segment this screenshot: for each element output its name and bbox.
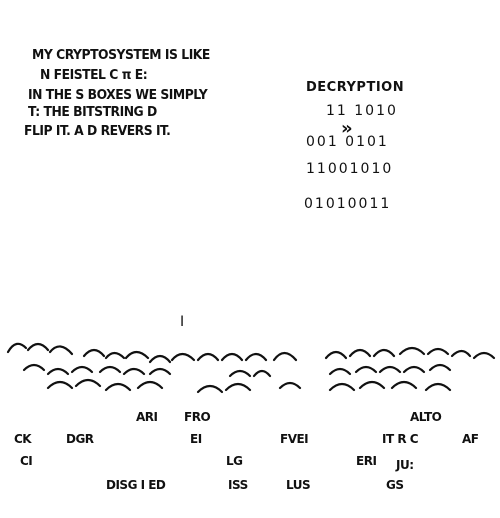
- caption-l2-d: FVEI: [280, 432, 309, 446]
- decryption-title: DECRYPTION: [306, 80, 405, 95]
- caption-l4-a: DISG I ED: [106, 478, 166, 492]
- caption-l2-e: IT R C: [382, 432, 419, 446]
- caption-l2-b: DGR: [66, 432, 94, 446]
- caption-l2-a: CK: [14, 432, 32, 446]
- caption-l1-left: ARI: [136, 410, 158, 424]
- crowd-row-1: [6, 342, 496, 364]
- narration-line-5: FLIP IT. A D REVERS IT.: [24, 124, 171, 139]
- decryption-row-1: 11 1010: [326, 103, 398, 119]
- arrow-icon: »: [341, 118, 353, 139]
- narration-line-2: N FEISTEL C π E:: [40, 68, 148, 83]
- caption-l3-c: ERI: [356, 454, 377, 468]
- caption-l1-mid: FRO: [184, 410, 211, 424]
- caption-l1-right: ALTO: [410, 410, 442, 424]
- decryption-row-4: 01010011: [304, 196, 392, 212]
- crowd-row-2: [22, 363, 452, 378]
- speech-fragment: I: [180, 314, 184, 330]
- caption-l3-d: JU:: [396, 458, 414, 472]
- caption-l2-c: EI: [190, 432, 202, 446]
- decryption-row-2: 001 0101: [306, 134, 389, 150]
- caption-l2-f: AF: [462, 432, 479, 446]
- narration-line-1: MY CRYPTOSYSTEM IS LIKE: [32, 48, 210, 63]
- caption-l3-b: LG: [226, 454, 243, 468]
- caption-l4-c: LUS: [286, 478, 311, 492]
- narration-line-4: T: THE BITSTRING D: [28, 105, 157, 120]
- narration-line-3: IN THE S BOXES WE SIMPLY: [28, 88, 208, 103]
- crowd-row-3: [46, 378, 452, 394]
- caption-l4-b: ISS: [228, 478, 248, 492]
- caption-l3-a: CI: [20, 454, 33, 468]
- caption-l4-d: GS: [386, 478, 404, 492]
- decryption-row-3: 11001010: [306, 161, 394, 177]
